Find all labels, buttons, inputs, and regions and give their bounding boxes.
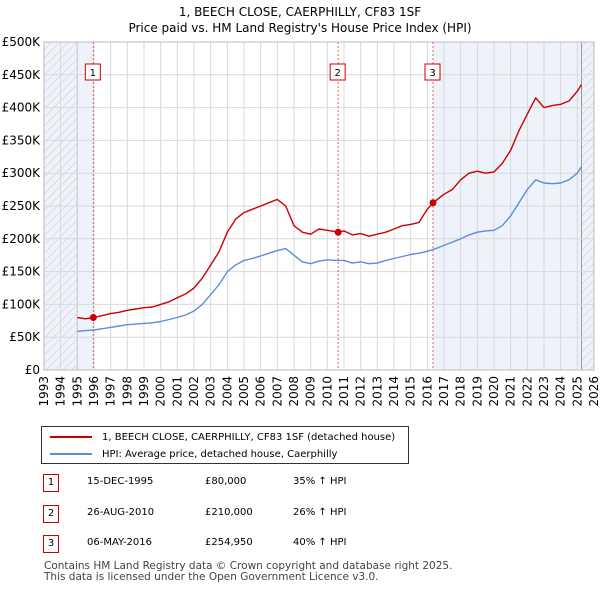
y-tick-label: £150K [2,265,42,279]
sale-hpi-3: 40% ↑ HPI [293,537,347,548]
x-tick-label: 2014 [387,376,401,407]
x-tick-label: 2012 [354,376,368,407]
x-tick-label: 2000 [154,376,168,407]
sale-price-2: £210,000 [205,507,253,518]
x-tick-label: 2008 [287,376,301,407]
y-tick-label: £200K [2,232,42,246]
x-tick-label: 2026 [587,376,600,407]
legend-item-hpi: HPI: Average price, detached house, Caer… [50,446,337,462]
legend-label-hpi: HPI: Average price, detached house, Caer… [102,448,338,460]
x-tick-label: 2021 [504,376,518,407]
y-tick-label: £250K [2,199,42,213]
x-tick-label: 2005 [237,376,251,407]
sale-badge-1: 1 [43,474,59,492]
price-chart: £0 £50K £100K £150K £200K £250K £300K £350K £400… [2,35,600,407]
sale-date-1: 15-DEC-1995 [87,476,154,487]
legend-label-property: 1, BEECH CLOSE, CAERPHILLY, CF83 1SF (de… [102,431,396,443]
x-tick-label: 1993 [37,376,51,407]
y-tick-label: £50K [9,330,41,344]
sale-hpi-1: 35% ↑ HPI [293,476,347,487]
x-tick-label: 2018 [454,376,468,407]
y-tick-label: £400K [2,101,42,115]
x-tick-label: 2009 [304,376,318,407]
x-tick-label: 1994 [54,376,68,407]
x-tick-label: 2025 [570,376,584,407]
legend-item-property: 1, BEECH CLOSE, CAERPHILLY, CF83 1SF (de… [50,429,395,445]
chart-subtitle: Price paid vs. HM Land Registry's House … [128,21,472,35]
x-tick-label: 2019 [470,376,484,407]
sale-marker-badge [329,63,346,81]
x-tick-label: 2001 [170,376,184,407]
x-tick-label: 2007 [270,376,284,407]
footer-attribution: Contains HM Land Registry data © Crown c… [44,561,452,583]
legend-swatch-property [50,436,92,438]
y-tick-label: £100K [2,297,42,311]
x-tick-label: 2022 [520,376,534,407]
sale-hpi-2: 26% ↑ HPI [293,507,347,518]
x-tick-label: 2011 [337,376,351,407]
y-tick-label: £0 [25,363,40,377]
chart-title: 1, BEECH CLOSE, CAERPHILLY, CF83 1SF [178,5,422,19]
sale-marker-badge [84,63,101,81]
sale-point [334,228,342,236]
sale-badge-2: 2 [43,505,59,523]
x-tick-label: 1996 [87,376,101,407]
x-tick-label: 2023 [537,376,551,407]
hpi-line [77,166,583,332]
x-tick-label: 1995 [70,376,84,407]
sale-price-3: £254,950 [205,537,253,548]
footer-line-1: Contains HM Land Registry data © Crown c… [44,560,453,572]
sale-badge-3: 3 [43,535,59,553]
legend-swatch-hpi [50,453,92,455]
x-tick-label: 2016 [420,376,434,407]
x-tick-label: 1998 [120,376,134,407]
y-tick-label: £300K [2,166,42,180]
x-tick-label: 1999 [137,376,151,407]
x-tick-label: 2020 [487,376,501,407]
y-tick-label: £350K [2,133,42,147]
sale-date-3: 06-MAY-2016 [87,537,153,548]
y-tick-label: £450K [2,68,42,82]
sale-price-1: £80,000 [205,476,247,487]
x-tick-label: 2006 [254,376,268,407]
y-tick-label: £500K [2,35,42,49]
plot-frame [43,41,595,371]
x-tick-label: 2003 [204,376,218,407]
x-tick-label: 2002 [187,376,201,407]
sale-marker-label: 3 [429,68,435,79]
sale-marker-label: 1 [90,68,96,79]
legend: 1, BEECH CLOSE, CAERPHILLY, CF83 1SF (de… [41,426,409,464]
x-tick-label: 2024 [554,376,568,407]
footer-line-2: This data is licensed under the Open Gov… [44,571,379,583]
x-tick-label: 2017 [437,376,451,407]
x-tick-label: 2013 [370,376,384,407]
sale-marker-label: 2 [334,68,340,79]
x-tick-label: 2004 [220,376,234,407]
sale-point [429,199,437,207]
sale-date-2: 26-AUG-2010 [87,507,155,518]
x-tick-label: 2015 [404,376,418,407]
sale-marker-badge [424,63,441,81]
x-tick-label: 1997 [104,376,118,407]
sale-point [89,314,97,322]
x-tick-label: 2010 [320,376,334,407]
